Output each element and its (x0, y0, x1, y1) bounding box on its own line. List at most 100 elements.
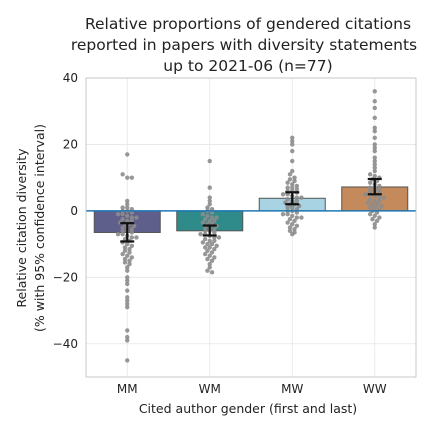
data-point (290, 221, 295, 227)
data-point (205, 268, 210, 273)
data-point (294, 187, 300, 192)
data-point (377, 187, 382, 192)
data-point (280, 192, 286, 197)
data-point (134, 235, 139, 240)
data-point (129, 226, 135, 232)
data-point (290, 213, 295, 219)
data-point (292, 226, 297, 232)
data-point (125, 198, 130, 204)
data-point (287, 177, 293, 182)
data-point (129, 243, 135, 248)
data-point (367, 197, 373, 202)
error-bars (120, 177, 382, 243)
data-point (367, 212, 373, 217)
data-point (120, 205, 125, 210)
data-point (125, 218, 130, 224)
data-point (290, 185, 295, 190)
data-point (299, 195, 304, 200)
data-point (209, 258, 215, 263)
data-point (372, 162, 377, 167)
data-point (122, 260, 128, 265)
data-point (372, 225, 377, 230)
data-point (207, 158, 212, 164)
x-tick-labels: MM WM MW WW (117, 382, 387, 396)
data-point (381, 195, 387, 200)
data-point (290, 231, 295, 237)
data-point (285, 205, 290, 210)
data-point (209, 241, 215, 247)
data-point (202, 251, 208, 257)
data-point (363, 192, 368, 197)
data-point (129, 215, 135, 220)
data-point (372, 89, 377, 94)
y-axis-label-line-2: (% with 95% confidence interval) (32, 124, 47, 332)
data-point (205, 213, 210, 219)
data-point (292, 175, 297, 180)
data-point (294, 195, 300, 200)
data-point (287, 216, 293, 222)
data-point (214, 243, 219, 248)
data-point (372, 105, 377, 111)
data-point (214, 215, 219, 220)
x-tick-label-wm: WM (199, 382, 221, 396)
data-point (209, 250, 215, 255)
bars (93, 186, 409, 233)
data-point (374, 202, 380, 207)
x-axis-label: Cited author gender (first and last) (139, 401, 357, 416)
x-tick-label-ww: WW (363, 382, 387, 396)
data-point (299, 215, 304, 220)
data-point (125, 278, 130, 283)
data-point (115, 231, 121, 237)
data-point (122, 236, 128, 242)
data-point (129, 230, 135, 235)
data-point (207, 202, 212, 207)
data-point (374, 218, 380, 224)
data-point (372, 145, 377, 150)
data-point (125, 334, 130, 340)
axes (85, 77, 417, 378)
data-point (372, 155, 377, 160)
y-tick-labels: −40 −20 0 20 40 (53, 71, 78, 351)
data-point (207, 185, 212, 190)
data-point (367, 188, 373, 194)
data-point (377, 198, 382, 204)
data-point (207, 265, 212, 270)
data-point (290, 148, 295, 154)
data-point (125, 175, 130, 180)
data-point (294, 183, 300, 189)
data-point (200, 240, 206, 245)
data-point (287, 172, 293, 177)
data-point (216, 235, 222, 240)
data-point (127, 261, 132, 267)
data-point (370, 216, 375, 222)
data-point (209, 215, 215, 220)
data-point (292, 178, 297, 184)
data-point (120, 231, 125, 237)
data-point (372, 125, 377, 131)
data-point (377, 183, 382, 189)
data-point (372, 115, 377, 121)
data-point (212, 230, 217, 235)
data-point (372, 221, 377, 227)
data-point (367, 185, 373, 190)
data-point (212, 226, 217, 232)
data-point (372, 135, 377, 140)
data-point (125, 281, 130, 287)
data-point (372, 213, 377, 219)
data-point (125, 152, 130, 157)
data-point (125, 358, 130, 363)
data-point (294, 215, 300, 220)
data-point (294, 198, 300, 204)
data-point (198, 231, 203, 237)
data-point (120, 172, 125, 177)
data-point (367, 180, 373, 185)
data-point (205, 205, 210, 210)
data-point (200, 212, 206, 217)
y-tick-label: −20 (53, 270, 78, 284)
data-point (207, 245, 212, 250)
y-tick-label: −40 (53, 337, 78, 351)
data-point (207, 238, 212, 243)
data-point (200, 220, 206, 225)
